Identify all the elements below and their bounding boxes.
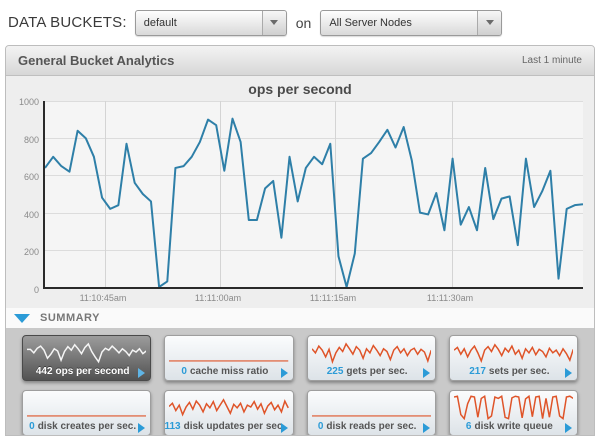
arrow-right-icon bbox=[280, 422, 288, 433]
tile-label: ops per second bbox=[55, 366, 130, 377]
panel-title: General Bucket Analytics bbox=[18, 53, 175, 68]
tile-value: 113 bbox=[164, 421, 181, 432]
y-tick: 200 bbox=[23, 247, 39, 257]
bucket-select-arrow-button[interactable] bbox=[261, 10, 286, 35]
tile-sparkline bbox=[27, 393, 146, 420]
tile-disk-updates-per-sec[interactable]: 113 disk updates per sec. bbox=[164, 390, 294, 435]
tile-cache-miss-ratio[interactable]: 0 cache miss ratio bbox=[164, 335, 294, 381]
gridline bbox=[45, 101, 583, 102]
tile-sparkline bbox=[169, 338, 288, 365]
top-bar: DATA BUCKETS: default on All Server Node… bbox=[0, 0, 600, 45]
gridline bbox=[45, 212, 583, 214]
tile-sparkline bbox=[312, 393, 431, 420]
data-buckets-label: DATA BUCKETS: bbox=[8, 14, 127, 31]
tile-disk-reads-per-sec[interactable]: 0 disk reads per sec. bbox=[306, 390, 436, 435]
tile-value: 6 bbox=[465, 421, 472, 432]
arrow-right-icon bbox=[138, 367, 146, 378]
tile-sparkline bbox=[169, 393, 288, 420]
tile-sparkline bbox=[27, 338, 146, 365]
x-tick: 11:11:00am bbox=[194, 293, 242, 303]
y-tick: 400 bbox=[23, 210, 39, 220]
nodes-select[interactable]: All Server Nodes bbox=[320, 9, 503, 36]
plot-area bbox=[43, 101, 583, 289]
gridline bbox=[105, 101, 106, 287]
summary-tile-strip: 442 ops per second 0 cache miss ratio 225 g… bbox=[6, 328, 594, 435]
tile-sets-per-sec[interactable]: 217 sets per sec. bbox=[448, 335, 578, 381]
y-tick: 600 bbox=[23, 172, 39, 182]
ops-line-series bbox=[45, 101, 583, 287]
arrow-right-icon bbox=[565, 422, 572, 433]
tile-disk-creates-per-sec[interactable]: 0 disk creates per sec. bbox=[22, 390, 152, 435]
tile-label: disk reads per sec. bbox=[326, 421, 417, 432]
x-tick: 11:11:30am bbox=[426, 293, 474, 303]
tile-sparkline bbox=[312, 338, 431, 365]
arrow-right-icon bbox=[138, 422, 146, 433]
gridline bbox=[220, 101, 221, 287]
tile-value: 0 bbox=[181, 366, 187, 377]
bucket-select-value: default bbox=[143, 16, 177, 29]
on-label: on bbox=[295, 14, 312, 31]
tile-label: disk creates per sec. bbox=[37, 421, 137, 432]
tile-label: sets per sec. bbox=[488, 366, 550, 377]
tile-label: disk write queue bbox=[474, 421, 553, 432]
gridline bbox=[45, 249, 583, 251]
summary-section-header: SUMMARY bbox=[6, 308, 594, 328]
collapse-triangle-icon[interactable] bbox=[14, 313, 30, 323]
tile-value: 0 bbox=[29, 421, 35, 432]
x-tick: 11:10:45am bbox=[79, 293, 127, 303]
y-tick: 0 bbox=[33, 285, 39, 295]
panel-header: General Bucket Analytics Last 1 minute bbox=[6, 46, 594, 76]
gridline bbox=[452, 101, 453, 287]
tile-label: cache miss ratio bbox=[189, 366, 269, 377]
chevron-down-icon bbox=[270, 20, 279, 25]
nodes-select-value: All Server Nodes bbox=[329, 16, 412, 29]
arrow-right-icon bbox=[565, 367, 572, 378]
time-range-label: Last 1 minute bbox=[521, 55, 582, 66]
y-tick: 1000 bbox=[18, 97, 39, 107]
tile-value: 225 bbox=[326, 366, 344, 377]
tile-label: disk updates per sec. bbox=[183, 421, 286, 432]
tile-sparkline bbox=[454, 338, 573, 365]
tile-value: 442 bbox=[35, 366, 53, 377]
gridline bbox=[45, 138, 583, 140]
nodes-select-arrow-button[interactable] bbox=[477, 10, 502, 35]
tile-gets-per-sec[interactable]: 225 gets per sec. bbox=[306, 335, 436, 381]
y-tick: 800 bbox=[23, 135, 39, 145]
ops-chart: ops per second 1000 800 600 400 200 0 11… bbox=[6, 76, 594, 308]
bucket-select[interactable]: default bbox=[134, 9, 287, 36]
arrow-right-icon bbox=[422, 367, 430, 378]
gridline bbox=[45, 175, 583, 177]
gridline bbox=[335, 101, 336, 287]
arrow-right-icon bbox=[280, 367, 288, 378]
summary-label: SUMMARY bbox=[40, 312, 100, 324]
tile-ops-per-second[interactable]: 442 ops per second bbox=[22, 335, 152, 381]
chevron-down-icon bbox=[485, 20, 494, 25]
tile-value: 0 bbox=[317, 421, 324, 432]
chart-title: ops per second bbox=[248, 81, 352, 97]
tile-sparkline bbox=[454, 393, 573, 420]
arrow-right-icon bbox=[422, 422, 430, 433]
tile-label: gets per sec. bbox=[346, 366, 408, 377]
x-tick: 11:11:15am bbox=[309, 293, 357, 303]
tile-value: 217 bbox=[469, 366, 486, 377]
analytics-panel: General Bucket Analytics Last 1 minute o… bbox=[5, 45, 595, 436]
tile-disk-write-queue[interactable]: 6 disk write queue bbox=[448, 390, 578, 435]
